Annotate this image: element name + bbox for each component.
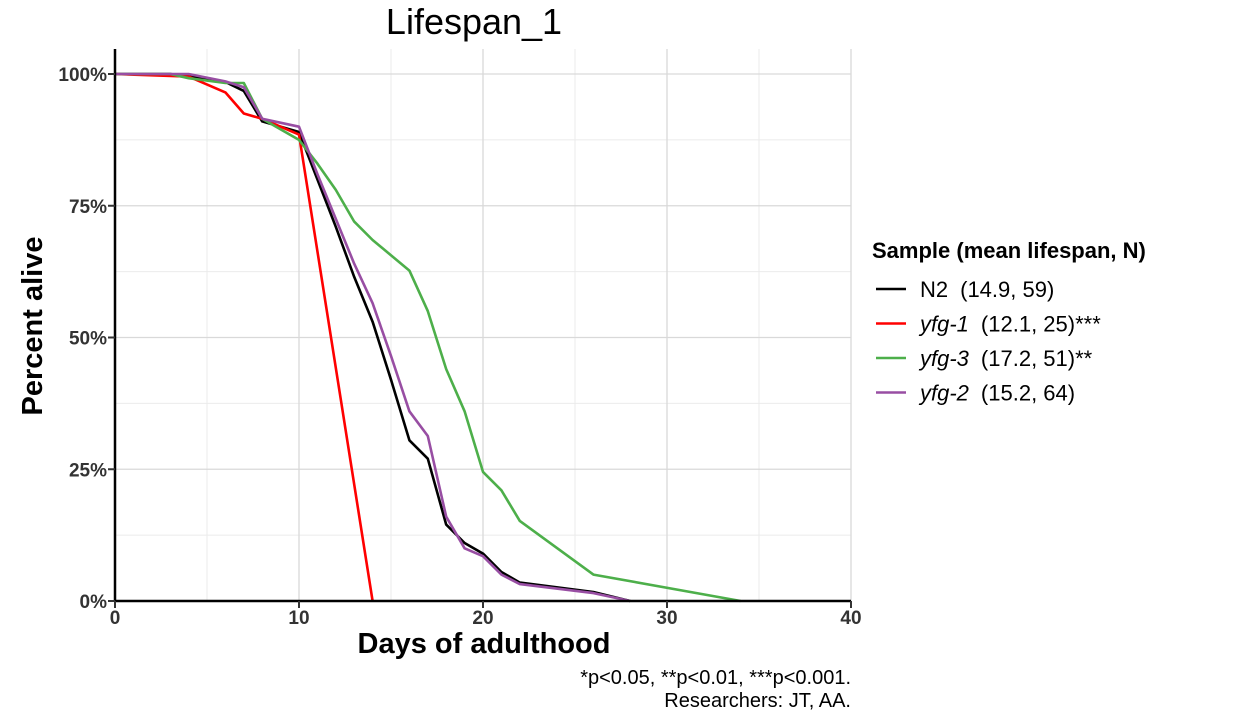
- x-tick-label: 0: [110, 608, 121, 629]
- legend: Sample (mean lifespan, N) N2 (14.9, 59) yf…: [872, 238, 1146, 406]
- legend-label-yfg-1: yfg-1 (12.1, 25)***: [918, 312, 1101, 337]
- x-axis-title: Days of adulthood: [358, 628, 611, 660]
- legend-label-n2: N2 (14.9, 59): [920, 277, 1054, 302]
- y-tick-label: 100%: [58, 65, 107, 86]
- legend-items: N2 (14.9, 59) yfg-1 (12.1, 25)*** yfg-3 (17.2…: [876, 277, 1101, 406]
- y-tick-label: 50%: [69, 329, 107, 350]
- axes: [108, 49, 852, 608]
- x-tick-label: 20: [472, 608, 493, 629]
- series-line-yfg-1: [114, 72, 374, 602]
- x-tick-label: 10: [288, 608, 309, 629]
- chart-title: Lifespan_1: [386, 1, 562, 42]
- y-tick-label: 0%: [80, 592, 108, 613]
- series-line-n2: [115, 72, 631, 603]
- x-tick-label: 40: [840, 608, 861, 629]
- legend-title: Sample (mean lifespan, N): [872, 238, 1146, 263]
- y-tick-label: 25%: [69, 460, 107, 481]
- series-line-yfg-2: [115, 72, 631, 603]
- caption-significance: *p<0.05, **p<0.01, ***p<0.001.: [580, 667, 851, 689]
- y-tick-label: 75%: [69, 197, 107, 218]
- grid: [114, 49, 852, 602]
- y-axis-title: Percent alive: [17, 237, 49, 416]
- caption-researchers: Researchers: JT, AA.: [664, 690, 851, 712]
- series-lines: [114, 72, 741, 603]
- legend-label-yfg-2: yfg-2 (15.2, 64): [918, 381, 1075, 406]
- tick-labels: 0 10 20 30 40 0% 25% 50% 75% 100%: [58, 65, 861, 629]
- x-tick-label: 30: [656, 608, 677, 629]
- legend-label-yfg-3: yfg-3 (17.2, 51)**: [918, 346, 1093, 371]
